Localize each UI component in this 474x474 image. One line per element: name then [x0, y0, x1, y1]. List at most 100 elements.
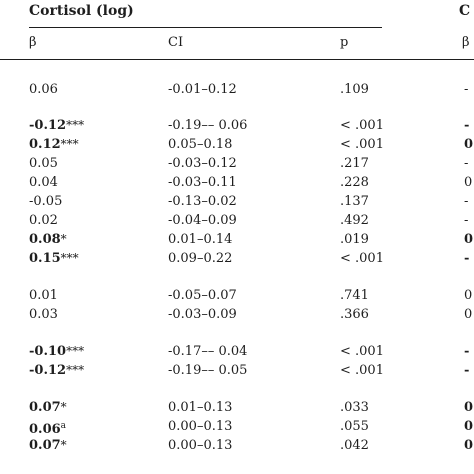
table-row: -0.12*** -0.19–– 0.06 < .001 -	[0, 116, 474, 135]
significance-mark: ***	[66, 344, 85, 358]
cell-p: .741	[340, 288, 369, 303]
cell-beta: 0.05	[29, 154, 58, 173]
table-row: 0.08* 0.01–0.14 .019 0	[0, 230, 474, 249]
cell-p: .217	[340, 156, 369, 171]
beta-value: -0.05	[29, 194, 63, 209]
cell-ci: -0.03–0.11	[168, 175, 237, 190]
cell-next-fragment: -	[464, 363, 470, 378]
cell-next-fragment: -	[464, 194, 469, 209]
group-title-next-fragment: C	[459, 3, 471, 19]
cell-ci: -0.19–– 0.05	[168, 363, 248, 378]
table-row: -0.05 -0.13–0.02 .137 -	[0, 192, 474, 211]
cell-beta: 0.06a	[29, 417, 66, 439]
cell-ci: 0.00–0.13	[168, 419, 233, 434]
table-row: 0.04 -0.03–0.11 .228 0	[0, 173, 474, 192]
table-row: -0.10*** -0.17–– 0.04 < .001 -	[0, 342, 474, 361]
significance-mark: *	[60, 400, 67, 414]
cell-p: < .001	[340, 118, 384, 133]
cell-next-fragment: 0	[464, 288, 473, 303]
beta-value: 0.12	[29, 137, 61, 152]
cell-p: .019	[340, 232, 369, 247]
cell-ci: -0.13–0.02	[168, 194, 237, 209]
cell-p: .366	[340, 307, 369, 322]
cell-p: .055	[340, 419, 369, 434]
beta-value: 0.03	[29, 307, 58, 322]
cell-ci: -0.05–0.07	[168, 288, 237, 303]
cell-ci: 0.01–0.14	[168, 232, 233, 247]
cell-ci: -0.19–– 0.06	[168, 118, 248, 133]
cell-next-fragment: 0	[464, 175, 473, 190]
cell-beta: 0.07*	[29, 436, 67, 455]
cell-ci: 0.00–0.13	[168, 438, 233, 453]
column-header-ci: CI	[168, 35, 184, 50]
beta-value: 0.05	[29, 156, 58, 171]
beta-value: 0.15	[29, 251, 61, 266]
header-rule	[0, 59, 474, 60]
cell-ci: -0.17–– 0.04	[168, 344, 248, 359]
cell-beta: 0.02	[29, 211, 58, 230]
cell-next-fragment: 0	[464, 307, 473, 322]
cell-next-fragment: 0	[464, 419, 474, 434]
cell-beta: 0.06	[29, 80, 58, 99]
column-header-p: p	[340, 35, 349, 50]
cell-beta: 0.07*	[29, 398, 67, 417]
cell-next-fragment: 0	[464, 232, 474, 247]
beta-value: 0.02	[29, 213, 58, 228]
table-row: 0.06 -0.01–0.12 .109 -	[0, 80, 474, 99]
table-row: 0.03 -0.03–0.09 .366 0	[0, 305, 474, 324]
cell-beta: -0.12***	[29, 116, 84, 135]
cell-beta: -0.05	[29, 192, 62, 211]
cell-beta: -0.12***	[29, 361, 84, 380]
beta-value: 0.08	[29, 232, 61, 247]
table-row: 0.15*** 0.09–0.22 < .001 -	[0, 249, 474, 268]
table-row: 0.05 -0.03–0.12 .217 -	[0, 154, 474, 173]
significance-mark: ***	[60, 137, 79, 151]
table-row: 0.06a 0.00–0.13 .055 0	[0, 417, 474, 439]
significance-mark: ***	[66, 363, 85, 377]
cell-beta: 0.01	[29, 286, 58, 305]
cell-beta: 0.15***	[29, 249, 79, 268]
beta-value: 0.04	[29, 175, 58, 190]
cell-beta: -0.10***	[29, 342, 84, 361]
cell-p: .137	[340, 194, 369, 209]
cell-p: < .001	[340, 363, 384, 378]
cell-next-fragment: -	[464, 156, 469, 171]
cell-ci: 0.05–0.18	[168, 137, 233, 152]
beta-value: -0.12	[29, 118, 67, 133]
cell-ci: -0.03–0.12	[168, 156, 237, 171]
table-row: 0.07* 0.00–0.13 .042 0	[0, 436, 474, 455]
beta-value: 0.06	[29, 82, 58, 97]
cell-next-fragment: 0	[464, 438, 474, 453]
cell-p: .228	[340, 175, 369, 190]
significance-mark: a	[60, 421, 67, 431]
cell-ci: -0.04–0.09	[168, 213, 237, 228]
significance-mark: *	[60, 232, 67, 246]
table-row: 0.01 -0.05–0.07 .741 0	[0, 286, 474, 305]
cell-p: < .001	[340, 137, 384, 152]
table-row: 0.12*** 0.05–0.18 < .001 0	[0, 135, 474, 154]
group-title-rule	[29, 27, 382, 28]
cell-p: .492	[340, 213, 369, 228]
table-row: -0.12*** -0.19–– 0.05 < .001 -	[0, 361, 474, 380]
cell-next-fragment: 0	[464, 400, 474, 415]
column-header-beta: β	[29, 35, 37, 50]
cell-next-fragment: -	[464, 118, 470, 133]
table-row: 0.02 -0.04–0.09 .492 -	[0, 211, 474, 230]
cell-p: < .001	[340, 251, 384, 266]
cell-p: .109	[340, 82, 369, 97]
cell-next-fragment: 0	[464, 137, 474, 152]
significance-mark: ***	[66, 118, 85, 132]
cell-p: < .001	[340, 344, 384, 359]
beta-value: 0.01	[29, 288, 58, 303]
cell-beta: 0.08*	[29, 230, 67, 249]
column-header-next-fragment: β	[462, 35, 470, 50]
table-row: 0.07* 0.01–0.13 .033 0	[0, 398, 474, 417]
cell-p: .033	[340, 400, 369, 415]
significance-mark: ***	[60, 251, 79, 265]
cell-next-fragment: -	[464, 82, 469, 97]
cell-beta: 0.12***	[29, 135, 79, 154]
beta-value: 0.07	[29, 400, 61, 415]
cell-p: .042	[340, 438, 369, 453]
beta-value: 0.06	[29, 422, 61, 437]
